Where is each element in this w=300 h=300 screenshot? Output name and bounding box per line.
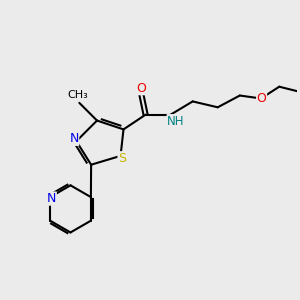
Text: N: N xyxy=(69,132,79,145)
Text: O: O xyxy=(136,82,146,95)
Text: N: N xyxy=(47,192,56,205)
Text: O: O xyxy=(257,92,266,105)
Text: NH: NH xyxy=(167,115,185,128)
Text: CH₃: CH₃ xyxy=(68,90,88,100)
Text: S: S xyxy=(118,152,126,165)
